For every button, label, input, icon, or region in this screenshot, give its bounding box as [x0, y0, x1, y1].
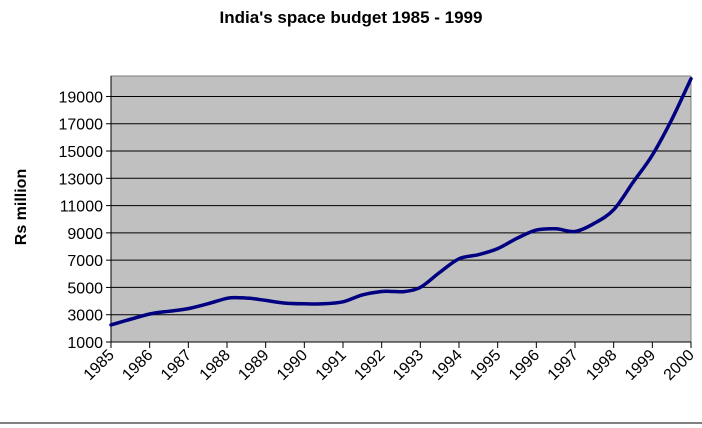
- x-tick-label: 1993: [390, 347, 427, 384]
- x-tick-label: 1987: [158, 347, 195, 384]
- series-line: [109, 76, 693, 327]
- x-tick-label: 1998: [583, 347, 620, 384]
- x-tick-label: 1985: [81, 347, 118, 384]
- x-tick-label: 1994: [429, 347, 466, 384]
- y-tick-label: 3000: [67, 308, 103, 325]
- y-tick-label: 7000: [67, 253, 103, 270]
- x-tick-label: 1992: [351, 347, 388, 384]
- x-tick-label: 1995: [467, 347, 504, 384]
- x-tick-label: 1999: [622, 347, 659, 384]
- y-tick-label: 9000: [67, 226, 103, 243]
- x-axis: 1985 1986 1987 1988 1989 1990 1991 1992 1993 1994…: [81, 341, 698, 384]
- x-tick-label: 1986: [119, 347, 156, 384]
- chart-title: India's space budget 1985 - 1999: [219, 8, 483, 27]
- y-tick-label: 15000: [59, 144, 104, 161]
- x-tick-label: 2000: [661, 347, 698, 384]
- grid-lines: [111, 95, 691, 316]
- x-tick-label: 1996: [506, 347, 543, 384]
- y-tick-label: 1000: [67, 335, 103, 352]
- y-tick-label: 5000: [67, 280, 103, 297]
- y-tick-label: 13000: [59, 171, 104, 188]
- x-tick-label: 1989: [235, 347, 272, 384]
- x-tick-label: 1988: [197, 347, 234, 384]
- series-layer: [109, 76, 693, 327]
- y-tick-label: 19000: [59, 89, 104, 106]
- x-tick-label: 1990: [274, 347, 311, 384]
- y-tick-label: 11000: [60, 199, 103, 216]
- plot-area: [110, 75, 692, 343]
- y-axis: 1000 3000 5000 7000 9000 11000 13000 15000 17000…: [59, 76, 112, 352]
- x-tick-label: 1997: [545, 347, 582, 384]
- y-tick-label: 17000: [59, 117, 104, 134]
- x-tick-label: 1991: [313, 347, 350, 384]
